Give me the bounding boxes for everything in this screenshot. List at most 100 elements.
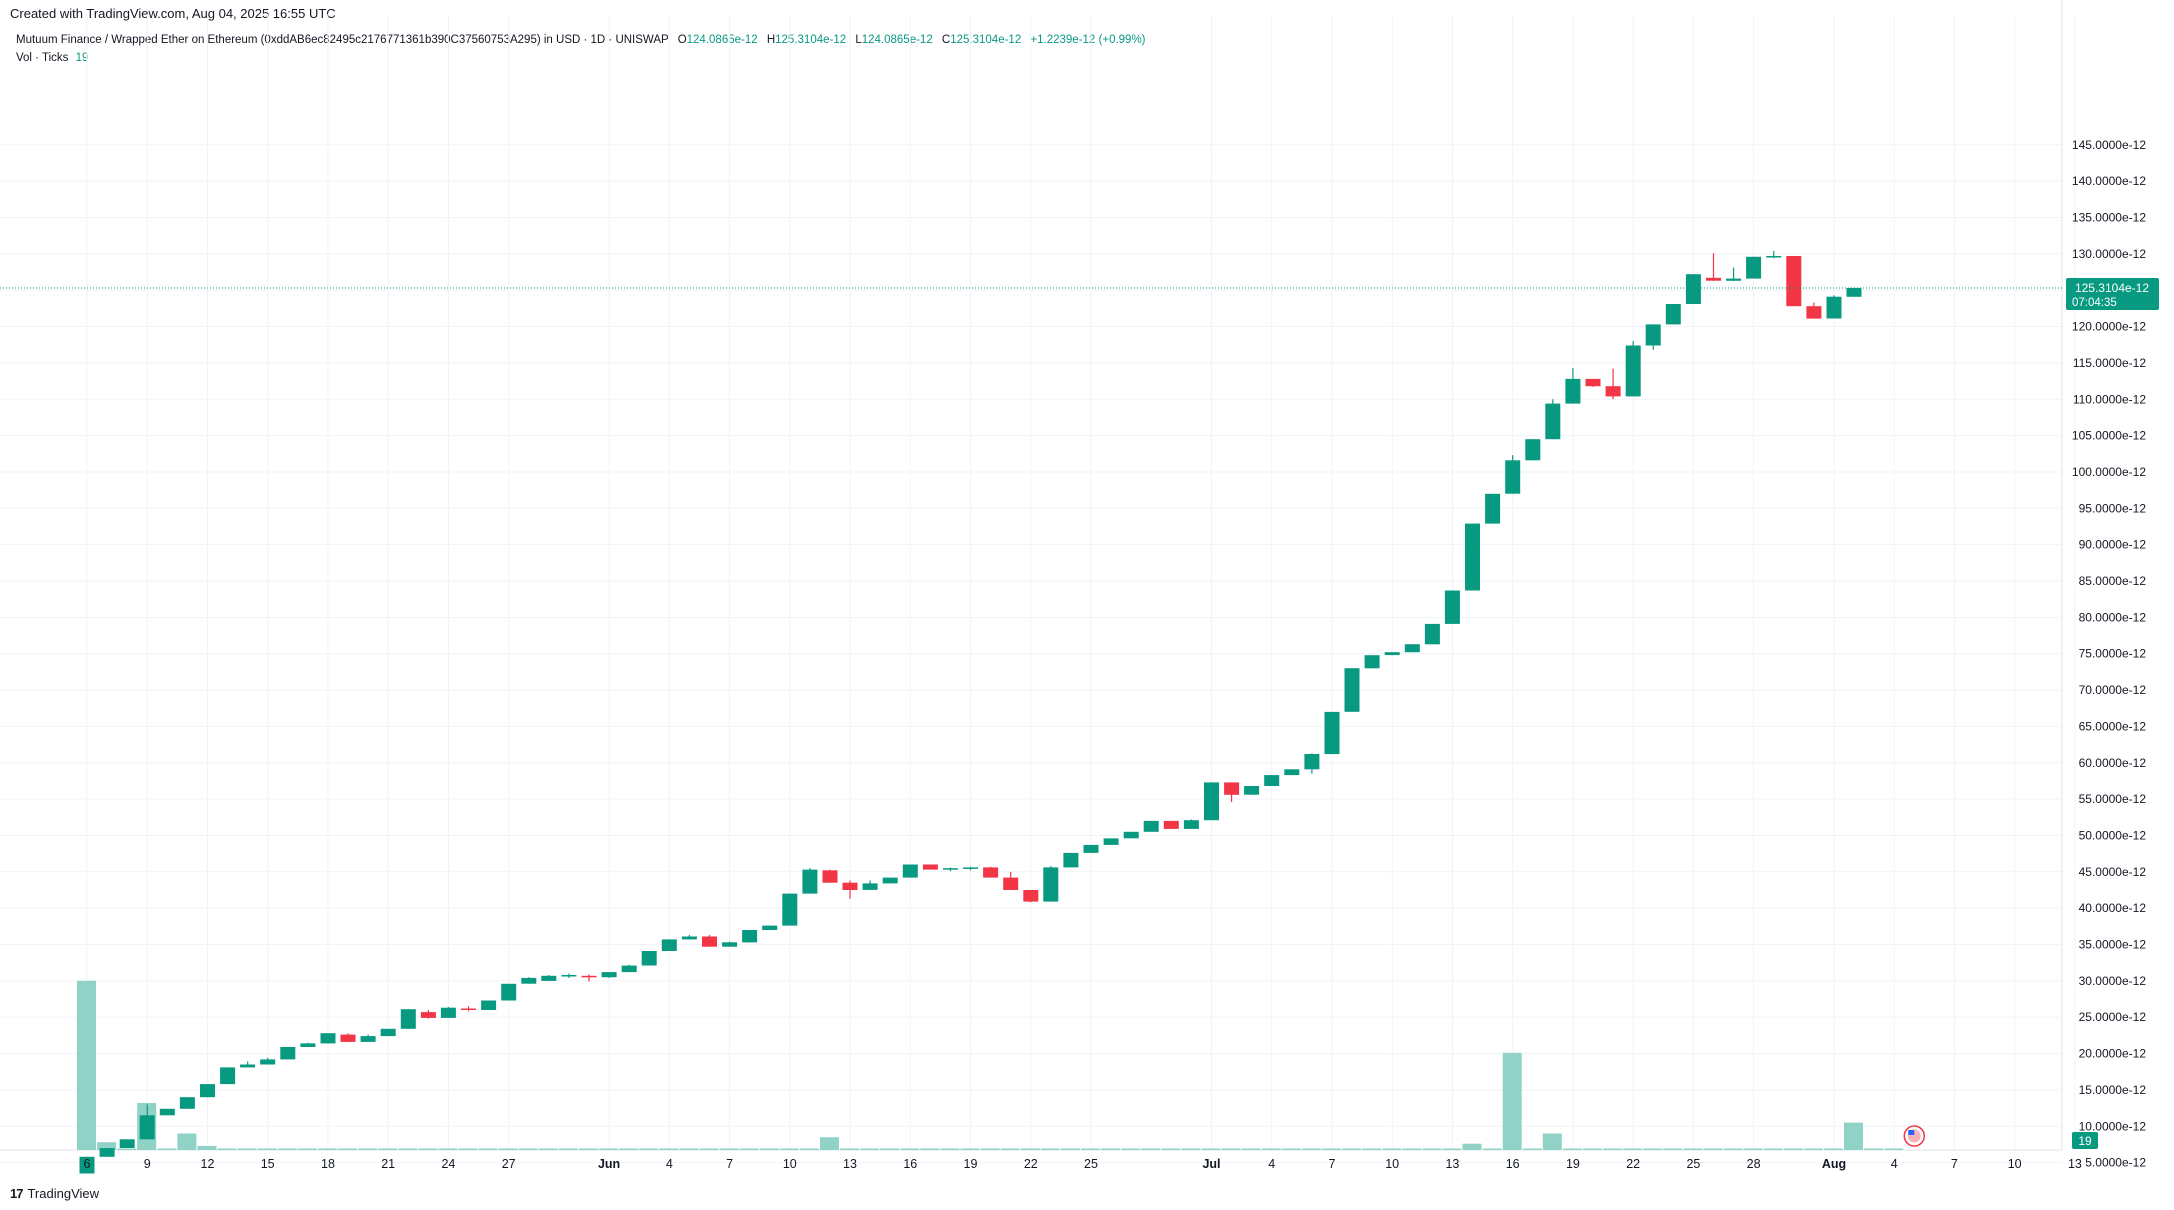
candle-body [400, 1009, 416, 1029]
volume-bar [77, 980, 96, 1150]
candle-body [501, 983, 517, 1001]
time-axis-label: 10 [1385, 1157, 1399, 1171]
candle-body [1123, 831, 1139, 839]
volume-bar [177, 1133, 197, 1150]
candle-body [139, 1115, 155, 1140]
volume-bar [1261, 1148, 1281, 1150]
candle-body [581, 975, 597, 978]
volume-bar [1643, 1148, 1663, 1150]
time-axis-label: 27 [502, 1157, 516, 1171]
volume-bar [1221, 1148, 1241, 1150]
candle-body [1224, 782, 1240, 795]
candle-body [481, 1000, 497, 1010]
volume-bar [1081, 1148, 1100, 1150]
high-value: 125.3104e-12 [775, 34, 847, 46]
volume-bar [1422, 1148, 1442, 1150]
candle-body [1183, 820, 1199, 829]
volume-bar [679, 1148, 699, 1150]
candle-body [1786, 256, 1802, 307]
candle-body [1103, 838, 1119, 845]
candle-body [1746, 256, 1762, 279]
candle-body [1525, 439, 1541, 461]
candle-body [681, 936, 697, 940]
time-axis-label: 22 [1024, 1157, 1038, 1171]
volume-label: Vol · Ticks [16, 52, 69, 64]
close-value: 125.3104e-12 [950, 34, 1022, 46]
price-axis-label: 110.0000e-12 [2073, 392, 2147, 406]
candle-body [983, 867, 999, 878]
volume-bar [1482, 1148, 1502, 1150]
volume-bar [538, 1148, 558, 1150]
candle-body [862, 883, 878, 890]
candle-body [1685, 274, 1701, 304]
tradingview-branding[interactable]: 17 TradingView [10, 1186, 99, 1201]
chart-grid [0, 0, 2076, 1164]
candle-body [1304, 754, 1320, 770]
candle-body [661, 939, 677, 951]
candle-body [220, 1067, 236, 1085]
time-axis-label: 9 [144, 1157, 151, 1171]
price-axis-label: 95.0000e-12 [2079, 501, 2147, 515]
price-axis-label: 10.0000e-12 [2079, 1119, 2147, 1133]
candle-body [942, 868, 958, 870]
candle-body [1063, 852, 1079, 868]
candle-body [561, 975, 577, 977]
time-axis-label: 7 [1329, 1157, 1336, 1171]
price-axis: 145.0000e-12 140.0000e-12 135.0000e-12 130.… [2072, 138, 2147, 1170]
time-axis-label: 22 [1626, 1157, 1640, 1171]
candle-body [1023, 890, 1039, 902]
volume-bar [1803, 1148, 1823, 1150]
candle-body [1665, 304, 1681, 325]
candle-body [200, 1084, 215, 1098]
time-axis-label: 10 [2008, 1157, 2022, 1171]
candle-body [1043, 867, 1059, 902]
volume-bar [1884, 1148, 1904, 1150]
candle-body [762, 925, 778, 930]
price-axis-label: 120.0000e-12 [2072, 320, 2146, 334]
volume-bar [1241, 1148, 1261, 1150]
volume-bar [1141, 1148, 1161, 1150]
volume-bar [117, 1148, 137, 1150]
volume-bar [980, 1148, 1000, 1150]
candle-body [440, 1007, 456, 1018]
volume-legend[interactable]: Vol · Ticks 19 [16, 52, 88, 64]
candle-body [340, 1034, 356, 1042]
volume-bar [358, 1148, 378, 1150]
candle-body [1726, 278, 1742, 281]
time-axis-label: 19 [964, 1157, 978, 1171]
price-axis-label: 40.0000e-12 [2079, 901, 2147, 915]
us-flag-icon-canton [1908, 1130, 1915, 1135]
symbol-description[interactable]: Mutuum Finance / Wrapped Ether on Ethere… [16, 34, 669, 46]
volume-bar [1844, 1122, 1863, 1150]
time-axis-label: 4 [666, 1157, 673, 1171]
volume-bar [1442, 1148, 1462, 1150]
volume-bar [1864, 1148, 1884, 1150]
candle-body [1284, 769, 1300, 776]
volume-bar [1382, 1148, 1402, 1150]
volume-bars [77, 980, 1904, 1150]
candle-body [1143, 820, 1159, 832]
candle-body [842, 882, 858, 890]
close-label: C [941, 34, 951, 46]
price-axis-label: 5.0000e-12 [2085, 1156, 2146, 1170]
volume-bar [1362, 1148, 1382, 1150]
candle-body [300, 1043, 316, 1047]
volume-bar [1322, 1148, 1341, 1150]
volume-bar [799, 1148, 819, 1150]
volume-bar [619, 1148, 639, 1150]
volume-bar [1763, 1148, 1783, 1150]
time-axis-label: 6 [84, 1157, 91, 1171]
volume-bar [1060, 1148, 1080, 1150]
price-axis-label: 70.0000e-12 [2079, 683, 2147, 697]
time-axis-label: 28 [1747, 1157, 1761, 1171]
volume-bar [960, 1148, 980, 1150]
volume-bar [378, 1148, 398, 1150]
volume-bar [398, 1148, 418, 1150]
candle-body [1645, 324, 1661, 346]
candle-body [1003, 877, 1019, 890]
candle-body [1465, 523, 1480, 591]
price-axis-label: 80.0000e-12 [2079, 610, 2147, 624]
price-axis-label: 45.0000e-12 [2079, 865, 2147, 879]
volume-bar [1281, 1148, 1301, 1150]
